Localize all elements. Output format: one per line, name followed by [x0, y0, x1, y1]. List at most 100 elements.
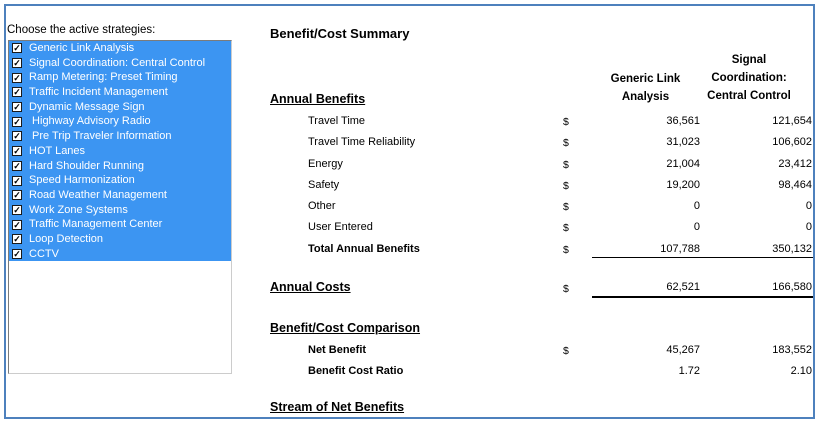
- choose-strategies-label: Choose the active strategies:: [7, 24, 156, 36]
- strategy-list-item[interactable]: ✓ Signal Coordination: Central Control: [9, 55, 231, 71]
- annual-costs-value-col1: 62,521: [666, 281, 700, 293]
- row-col2: 2.10: [790, 365, 812, 378]
- strategy-label: Work Zone Systems: [29, 203, 128, 216]
- strategy-list-item[interactable]: ✓ HOT Lanes: [9, 143, 231, 159]
- strategy-list-item[interactable]: ✓ Traffic Incident Management: [9, 85, 231, 100]
- row-label: Travel Time: [308, 115, 366, 127]
- row-col2: 0: [805, 200, 812, 213]
- table-row: Benefit Cost Ratio 1.72 2.10: [0, 362, 824, 383]
- row-col2: 98,464: [778, 178, 812, 191]
- comparison-heading: Benefit/Cost Comparison: [270, 321, 421, 335]
- row-label: Safety: [308, 178, 340, 191]
- table-row: Travel Time Reliability $31,023 106,602: [0, 133, 824, 154]
- checkbox-checked-icon[interactable]: ✓: [12, 248, 22, 259]
- row-col2: 183,552: [772, 344, 812, 356]
- row-currency: $: [563, 137, 569, 150]
- checkbox-checked-icon[interactable]: ✓: [12, 234, 22, 245]
- annual-costs-currency: $: [563, 283, 569, 295]
- strategy-label: Ramp Metering: Preset Timing: [29, 71, 178, 84]
- row-currency: $: [563, 179, 569, 192]
- total-benefits-underline: [592, 257, 813, 258]
- row-col1: 0: [693, 200, 700, 213]
- checkbox-checked-icon[interactable]: ✓: [12, 87, 22, 98]
- row-label: Energy: [308, 157, 343, 170]
- column-header-signal-coordination: Signal Coordination: Central Control: [707, 54, 791, 102]
- row-label: Travel Time Reliability: [308, 136, 416, 149]
- strategy-label: Speed Harmonization: [29, 174, 135, 187]
- row-currency: $: [563, 116, 569, 128]
- comparison-rows: Net Benefit $45,267 183,552 Benefit Cost Ra…: [0, 341, 824, 384]
- strategy-label: Signal Coordination: Central Control: [29, 56, 206, 69]
- row-label: User Entered: [308, 221, 373, 234]
- row-col2: 0: [805, 221, 812, 234]
- strategy-list-item[interactable]: ✓ Work Zone Systems: [9, 202, 231, 218]
- row-currency: $: [563, 158, 569, 171]
- row-col1: 19,200: [666, 178, 700, 191]
- strategy-list-item[interactable]: ✓ Pre Trip Traveler Information: [9, 129, 231, 144]
- row-label: Net Benefit: [308, 344, 367, 356]
- row-col1: 21,004: [666, 157, 700, 170]
- checkbox-checked-icon[interactable]: ✓: [12, 190, 22, 201]
- strategy-label: CCTV: [29, 247, 59, 260]
- checkbox-checked-icon[interactable]: ✓: [12, 175, 22, 186]
- strategy-list-item[interactable]: ✓ Speed Harmonization: [9, 173, 231, 188]
- row-currency: $: [563, 243, 569, 256]
- table-row: Safety $19,200 98,464: [0, 176, 824, 197]
- row-currency: $: [563, 201, 569, 214]
- column-header-generic-link: Generic Link Analysis: [610, 73, 681, 103]
- strategy-list-item[interactable]: ✓ Traffic Management Center: [9, 217, 231, 232]
- strategy-label: Road Weather Management: [29, 188, 167, 201]
- stream-of-net-benefits-heading: Stream of Net Benefits: [270, 400, 405, 414]
- row-col1: 31,023: [666, 136, 700, 149]
- strategy-label: Loop Detection: [29, 232, 103, 245]
- strategy-listbox[interactable]: ✓ Generic Link Analysis ✓ Signal Coordinati…: [8, 40, 232, 374]
- table-row: Other $0 0: [0, 197, 824, 218]
- strategy-list-item[interactable]: ✓ Loop Detection: [9, 231, 231, 247]
- table-row: Total Annual Benefits $107,788 350,132: [0, 240, 824, 261]
- strategy-list-item[interactable]: ✓ Road Weather Management: [9, 187, 231, 203]
- row-col1: 36,561: [666, 115, 700, 127]
- strategy-label: Highway Advisory Radio: [29, 115, 151, 128]
- strategy-label: Pre Trip Traveler Information: [29, 130, 172, 143]
- row-label: Benefit Cost Ratio: [308, 365, 404, 378]
- strategy-list-item[interactable]: ✓ CCTV: [9, 246, 231, 262]
- row-currency: $: [563, 345, 569, 357]
- checkbox-checked-icon[interactable]: ✓: [12, 131, 22, 142]
- checkbox-checked-icon[interactable]: ✓: [12, 72, 22, 83]
- strategy-label: Traffic Management Center: [29, 218, 163, 231]
- strategy-list-item[interactable]: ✓ Hard Shoulder Running: [9, 158, 231, 174]
- table-row: User Entered $0 0: [0, 218, 824, 239]
- strategy-list-item[interactable]: ✓ Highway Advisory Radio: [9, 114, 231, 130]
- checkbox-checked-icon[interactable]: ✓: [12, 43, 22, 54]
- checkbox-checked-icon[interactable]: ✓: [12, 116, 22, 127]
- checkbox-checked-icon[interactable]: ✓: [12, 58, 22, 69]
- row-label: Total Annual Benefits: [308, 242, 420, 255]
- checkbox-checked-icon[interactable]: ✓: [12, 160, 22, 171]
- row-col1: 107,788: [660, 242, 700, 255]
- checkbox-checked-icon[interactable]: ✓: [12, 102, 22, 113]
- checkbox-checked-icon[interactable]: ✓: [12, 204, 22, 215]
- table-row: Energy $21,004 23,412: [0, 155, 824, 176]
- row-col2: 106,602: [772, 136, 812, 149]
- row-label: Other: [308, 200, 336, 213]
- strategy-label: Dynamic Message Sign: [29, 100, 145, 113]
- strategy-label: HOT Lanes: [29, 144, 86, 157]
- row-col2: 121,654: [772, 115, 812, 127]
- annual-benefits-heading: Annual Benefits: [270, 92, 366, 106]
- strategy-list-item[interactable]: ✓ Ramp Metering: Preset Timing: [9, 70, 231, 86]
- strategy-list-item[interactable]: ✓ Dynamic Message Sign: [9, 99, 231, 115]
- strategy-list-item[interactable]: ✓ Generic Link Analysis: [9, 41, 231, 56]
- strategy-label: Traffic Incident Management: [29, 86, 168, 99]
- annual-costs-heading: Annual Costs: [270, 280, 351, 294]
- row-col2: 23,412: [778, 157, 812, 170]
- row-col1: 0: [693, 221, 700, 234]
- strategy-label: Generic Link Analysis: [29, 42, 135, 54]
- checkbox-checked-icon[interactable]: ✓: [12, 146, 22, 157]
- checkbox-checked-icon[interactable]: ✓: [12, 219, 22, 230]
- annual-benefits-rows: Travel Time $36,561 121,654 Travel Time Rel…: [0, 112, 824, 261]
- annual-costs-underline: [592, 296, 813, 298]
- annual-costs-value-col2: 166,580: [772, 281, 812, 293]
- table-row: Net Benefit $45,267 183,552: [0, 341, 824, 362]
- row-col1: 45,267: [666, 344, 700, 356]
